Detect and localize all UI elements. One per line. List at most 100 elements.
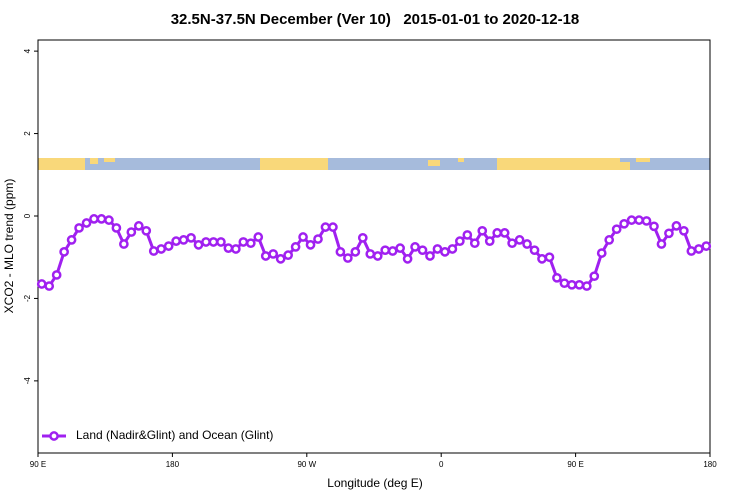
point [201, 237, 211, 247]
x-tick-label: 180 [166, 460, 180, 469]
point [59, 247, 69, 257]
point [581, 281, 592, 291]
point [611, 224, 622, 235]
point [245, 238, 256, 249]
point [156, 244, 167, 254]
point [604, 235, 615, 245]
point [178, 235, 189, 245]
point [171, 236, 181, 246]
y-axis-label: XCO2 - MLO trend (ppm) [2, 179, 16, 314]
point [567, 279, 577, 290]
x-tick-label: 90 E [567, 460, 583, 469]
point [275, 254, 286, 264]
point [365, 249, 376, 259]
point [589, 271, 600, 282]
point [462, 230, 473, 240]
y-tick-label: 2 [23, 131, 32, 136]
point [619, 218, 629, 229]
point [253, 232, 264, 242]
y-tick-label: -4 [23, 377, 32, 385]
point [313, 234, 323, 244]
point [596, 248, 607, 258]
point [440, 247, 450, 257]
point [641, 216, 652, 226]
point [66, 235, 77, 245]
point [402, 254, 413, 264]
point [387, 246, 398, 256]
point [559, 278, 570, 289]
plot-frame [37, 39, 711, 454]
point [238, 237, 249, 247]
point [111, 223, 122, 233]
point [126, 227, 137, 237]
point [529, 245, 540, 256]
land-ocean-strip [38, 158, 710, 170]
point [268, 249, 279, 259]
y-tick-label: 0 [23, 213, 32, 218]
point [626, 215, 637, 225]
point [104, 215, 114, 225]
point [455, 236, 465, 246]
point [522, 239, 532, 249]
point [507, 238, 517, 249]
legend-marker [49, 431, 59, 441]
point [537, 254, 547, 264]
point [492, 228, 503, 238]
point [686, 246, 697, 256]
point [634, 215, 644, 225]
point [574, 279, 585, 290]
point [649, 221, 659, 232]
point [343, 253, 353, 263]
point [283, 250, 293, 261]
point [223, 243, 234, 253]
point [216, 237, 226, 247]
x-tick-label: 90 E [30, 460, 46, 469]
point [432, 244, 443, 254]
point [671, 221, 682, 231]
x-tick-label: 180 [703, 460, 717, 469]
y-tick-label: -2 [23, 294, 32, 302]
point [477, 225, 488, 236]
point [335, 247, 346, 257]
point [305, 240, 316, 250]
point [193, 240, 204, 250]
point [350, 247, 361, 257]
point [425, 251, 435, 261]
point [89, 214, 99, 224]
point [148, 246, 159, 256]
point [74, 223, 84, 233]
x-axis-label: Longitude (deg E) [327, 476, 422, 490]
point [36, 279, 47, 289]
point [417, 245, 428, 256]
point [499, 228, 510, 238]
point [163, 241, 174, 251]
point [664, 228, 674, 239]
point [380, 245, 391, 256]
point [186, 232, 196, 243]
point [51, 270, 62, 280]
point [81, 218, 92, 228]
y-tick-label: 4 [23, 48, 32, 53]
point [447, 244, 458, 254]
point [141, 225, 152, 236]
point [298, 232, 308, 242]
point [328, 222, 338, 232]
point [208, 237, 219, 247]
point [552, 272, 562, 283]
point [231, 244, 241, 254]
point [96, 214, 107, 224]
point [544, 252, 555, 263]
legend-label: Land (Nadir&Glint) and Ocean (Glint) [76, 428, 273, 442]
point [395, 243, 405, 253]
point [656, 239, 667, 249]
point [469, 238, 480, 249]
point [484, 236, 495, 246]
point [701, 241, 712, 251]
point [693, 244, 704, 254]
x-tick-label: 0 [439, 460, 444, 469]
point [320, 222, 331, 232]
point [119, 239, 129, 249]
point [44, 281, 55, 291]
point [133, 221, 144, 231]
